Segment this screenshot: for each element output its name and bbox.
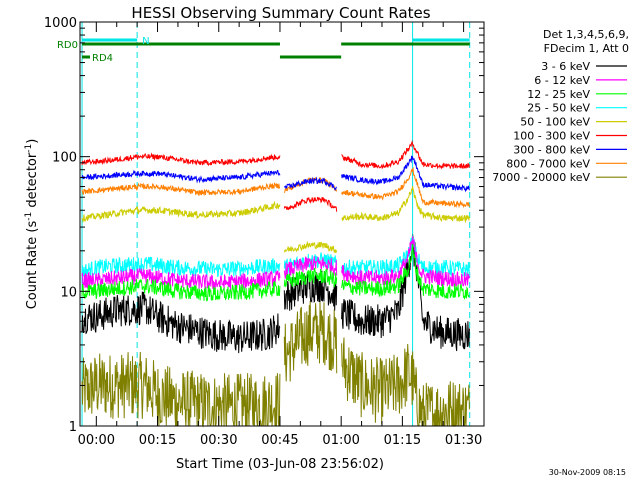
plot-area: RD0 RD4 N — [57, 22, 471, 428]
legend-label-8: 7000 - 20000 keV — [492, 171, 590, 184]
x-axis: 00:00 00:15 00:30 00:45 01:00 01:15 01:30 — [78, 22, 482, 448]
y-axis-label-sup1: -1 — [24, 212, 34, 221]
x-tick-label-0115: 01:15 — [384, 433, 421, 448]
legend-label-5: 100 - 300 keV — [513, 130, 590, 143]
y-tick-label-1: 1 — [69, 420, 77, 435]
legend-header-1: Det 1,3,4,5,6,9, — [543, 28, 629, 41]
legend-label-1: 6 - 12 keV — [534, 74, 590, 87]
legend-label-6: 300 - 800 keV — [513, 143, 590, 156]
legend-label-7: 800 - 7000 keV — [506, 157, 590, 170]
footer-timestamp: 30-Nov-2009 08:15 — [549, 468, 626, 477]
y-tick-label-1000: 1000 — [44, 16, 77, 31]
y-axis-label-main: Count Rate (s — [25, 221, 40, 310]
x-tick-label-0000: 00:00 — [78, 433, 115, 448]
series-line-5 — [81, 139, 470, 212]
plot-frame — [79, 21, 485, 427]
legend-header-2: FDecim 1, Att 0 — [544, 42, 629, 55]
y-axis-label: Count Rate (s-1 detector-1) — [24, 139, 40, 310]
flag-label-rd4: RD4 — [92, 53, 113, 64]
x-axis-label: Start Time (03-Jun-08 23:56:02) — [176, 457, 384, 472]
y-tick-label-10: 10 — [60, 285, 77, 300]
x-tick-label-0100: 01:00 — [322, 433, 359, 448]
legend-label-2: 12 - 25 keV — [527, 88, 590, 101]
y-axis-label-mid: detector — [25, 152, 40, 212]
series-line-6 — [81, 155, 470, 193]
legend-label-0: 3 - 6 keV — [541, 60, 590, 73]
series-line-0 — [81, 234, 470, 354]
x-tick-label-0015: 00:15 — [139, 433, 176, 448]
x-tick-label-0130: 01:30 — [445, 433, 482, 448]
y-axis-label-end: ) — [25, 139, 40, 144]
series-line-2 — [81, 243, 470, 302]
chart-title: HESSI Observing Summary Count Rates — [131, 4, 430, 22]
legend: Det 1,3,4,5,6,9, FDecim 1, Att 0 3 - 6 k… — [492, 28, 629, 184]
series-line-4 — [81, 186, 470, 254]
legend-label-3: 25 - 50 keV — [527, 102, 590, 115]
x-tick-label-0030: 00:30 — [200, 433, 237, 448]
flag-label-rd0: RD0 — [57, 40, 78, 51]
legend-label-4: 50 - 100 keV — [520, 116, 590, 129]
flag-label-n: N — [142, 36, 149, 47]
x-tick-label-0045: 00:45 — [261, 433, 298, 448]
y-axis: 1 10 100 1000 — [44, 16, 484, 435]
y-axis-label-sup2: -1 — [24, 144, 34, 153]
y-tick-label-100: 100 — [52, 151, 77, 166]
